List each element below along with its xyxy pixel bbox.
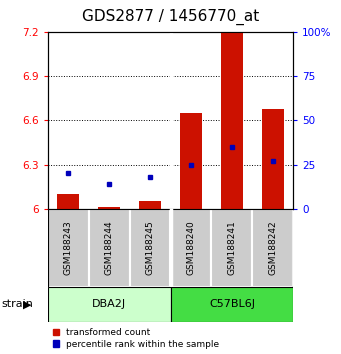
Text: DBA2J: DBA2J [92,299,126,309]
Bar [221,32,243,209]
Text: GSM188240: GSM188240 [187,221,195,275]
Bar [262,109,284,209]
Bar [170,209,211,287]
Bar [48,209,89,287]
Bar [130,209,170,287]
Bar [139,201,161,209]
Bar [170,287,293,322]
Bar [89,209,130,287]
Text: GSM188243: GSM188243 [64,221,73,275]
Text: ▶: ▶ [23,299,32,309]
Text: GDS2877 / 1456770_at: GDS2877 / 1456770_at [82,9,259,25]
Bar [48,287,170,322]
Bar [57,194,79,209]
Bar [98,207,120,209]
Text: GSM188242: GSM188242 [268,221,277,275]
Text: GSM188244: GSM188244 [105,221,114,275]
Text: GSM188241: GSM188241 [227,221,236,275]
Bar [252,209,293,287]
Bar [180,113,202,209]
Text: GSM188245: GSM188245 [146,221,154,275]
Bar [211,209,252,287]
Text: C57BL6J: C57BL6J [209,299,255,309]
Text: strain: strain [2,299,33,309]
Legend: transformed count, percentile rank within the sample: transformed count, percentile rank withi… [51,327,221,350]
